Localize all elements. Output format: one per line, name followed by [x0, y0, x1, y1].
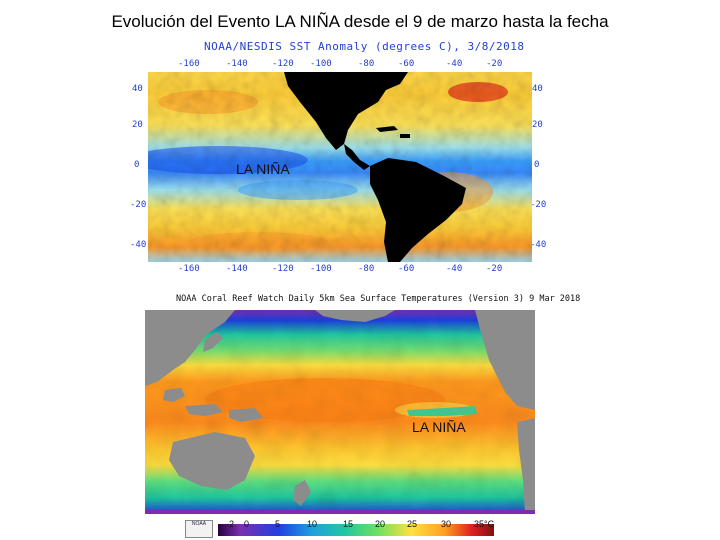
colorbar-tick: 20: [375, 519, 386, 529]
top-lon-tick: -20: [486, 264, 503, 274]
top-lon-tick: -160: [178, 264, 200, 274]
top-lat-tick: 20: [132, 120, 143, 130]
colorbar-tick: 5: [275, 519, 281, 529]
top-lon-tick: -100: [310, 59, 332, 69]
temperature-colorbar: [218, 524, 494, 536]
la-nina-label-top: LA NIÑA: [236, 161, 290, 177]
colorbar-tick: 25: [407, 519, 418, 529]
top-lon-tick: -40: [446, 59, 463, 69]
top-lat-tick: 0: [134, 160, 140, 170]
colorbar-tick: 35°C: [474, 519, 495, 529]
top-map-frame: -160 -140 -120 -100 -80 -60 -40 -20 -160…: [130, 56, 550, 282]
top-lat-tick: 0: [534, 160, 540, 170]
colorbar-tick: 10: [307, 519, 318, 529]
top-lat-tick: 40: [532, 84, 543, 94]
noaa-logo: NOAA: [185, 520, 213, 538]
top-lon-tick: -20: [486, 59, 503, 69]
la-nina-label-bottom: LA NIÑA: [412, 419, 466, 435]
top-lon-tick: -140: [226, 59, 248, 69]
top-lon-tick: -60: [398, 59, 415, 69]
sst-anomaly-map: [148, 72, 532, 262]
top-map-header: NOAA/NESDIS SST Anomaly (degrees C), 3/8…: [204, 40, 525, 53]
top-lon-tick: -40: [446, 264, 463, 274]
colorbar-tick: 15: [343, 519, 354, 529]
top-lon-tick: -140: [226, 264, 248, 274]
top-lon-tick: -120: [272, 264, 294, 274]
colorbar-tick: 30: [441, 519, 452, 529]
top-lat-tick: 40: [132, 84, 143, 94]
top-lat-tick: -20: [130, 200, 147, 210]
colorbar-tick: -2: [226, 519, 235, 529]
top-lat-tick: -40: [530, 240, 547, 250]
top-lon-tick: -160: [178, 59, 200, 69]
colorbar-tick: 0: [244, 519, 250, 529]
top-lat-tick: -40: [130, 240, 147, 250]
top-lon-tick: -80: [358, 59, 375, 69]
bottom-map-header: NOAA Coral Reef Watch Daily 5km Sea Surf…: [176, 294, 581, 304]
top-lat-tick: -20: [530, 200, 547, 210]
top-lon-tick: -60: [398, 264, 415, 274]
top-lon-tick: -80: [358, 264, 375, 274]
top-lon-tick: -100: [310, 264, 332, 274]
sst-coral-reef-map: [145, 310, 535, 514]
slide-title: Evolución del Evento LA NIÑA desde el 9 …: [111, 12, 609, 31]
top-lat-tick: 20: [532, 120, 543, 130]
top-lon-tick: -120: [272, 59, 294, 69]
